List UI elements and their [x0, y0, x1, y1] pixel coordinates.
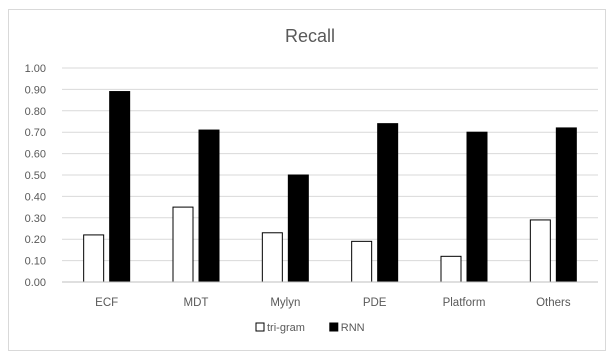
bar-tri-gram-platform: [440, 255, 462, 283]
y-tick-label: 1.00: [25, 63, 46, 75]
bar-rnn-pde: [377, 123, 399, 283]
bar-rnn-ecf: [109, 91, 131, 283]
y-tick-label: 0.00: [25, 277, 46, 289]
x-axis: ECF MDT Mylyn PDE Platform Others: [62, 281, 598, 309]
x-tick-label: ECF: [95, 297, 118, 309]
bar-rnn-others: [555, 127, 577, 283]
bar-rnn-mdt: [198, 129, 220, 283]
bar-tri-gram-mylyn: [261, 232, 283, 283]
y-tick-label: 0.60: [25, 149, 46, 161]
legend-swatch: [255, 322, 265, 332]
y-axis: 0.00 0.10 0.20 0.30 0.40 0.50 0.60 0.70 0.80 0.90…: [25, 63, 46, 289]
y-tick-label: 0.50: [25, 170, 46, 182]
legend-label: tri-gram: [267, 322, 305, 334]
x-tick-label: Mylyn: [270, 297, 300, 309]
bar-rnn-mylyn: [287, 174, 309, 283]
x-tick-label: PDE: [363, 297, 387, 309]
y-tick-label: 0.40: [25, 191, 46, 203]
legend-swatch: [329, 322, 339, 332]
x-tick-label: MDT: [184, 297, 209, 309]
bars: [83, 91, 577, 283]
legend-label: RNN: [341, 322, 365, 334]
y-tick-label: 0.80: [25, 106, 46, 118]
x-tick-label: Others: [536, 297, 571, 309]
y-tick-label: 0.70: [25, 127, 46, 139]
y-tick-label: 0.30: [25, 213, 46, 225]
bar-tri-gram-mdt: [172, 206, 194, 283]
chart-title: Recall: [285, 26, 335, 46]
bar-tri-gram-others: [529, 219, 551, 283]
y-tick-label: 0.10: [25, 256, 46, 268]
x-tick-label: Platform: [443, 297, 486, 309]
y-tick-label: 0.90: [25, 84, 46, 96]
bar-rnn-platform: [466, 131, 488, 283]
y-tick-label: 0.20: [25, 234, 46, 246]
bar-tri-gram-ecf: [83, 234, 105, 283]
bar-tri-gram-pde: [351, 240, 373, 283]
legend: tri-gram RNN: [255, 322, 365, 334]
gridlines: [62, 67, 598, 283]
